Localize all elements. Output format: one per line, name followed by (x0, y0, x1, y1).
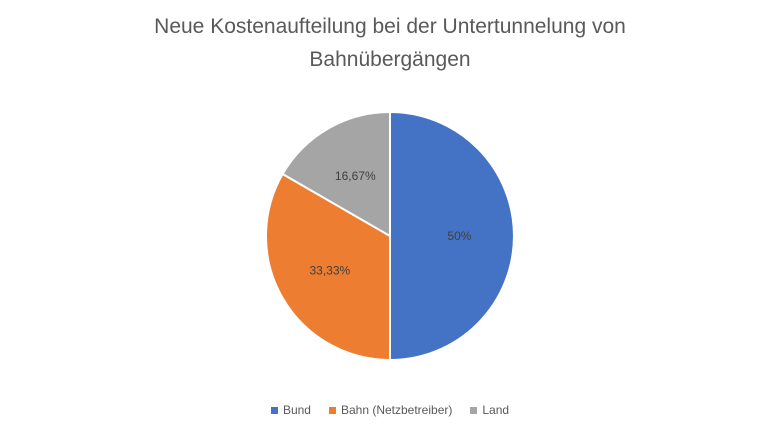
pie-slice-land (281, 110, 391, 238)
legend-swatch-bahn (328, 406, 336, 414)
legend-label-land: Land (482, 403, 510, 417)
data-label-land: 16,67% (335, 169, 376, 183)
legend-swatch-land (470, 406, 478, 414)
pie-slice-bahn (265, 172, 391, 362)
legend-item-land: Land (470, 403, 509, 417)
chart-title: Neue Kostenaufteilung bei der Untertunne… (0, 10, 780, 76)
legend-item-bund: Bund (270, 403, 311, 417)
legend-item-bahn: Bahn (Netzbetreiber) (328, 403, 453, 417)
chart-title-line2: Bahnübergängen (309, 48, 471, 71)
legend-swatch-bund (270, 406, 278, 414)
data-label-bund: 50% (447, 229, 471, 243)
legend-label-bund: Bund (282, 403, 311, 417)
legend-label-bahn: Bahn (Netzbetreiber) (340, 403, 453, 417)
pie-slice-bund (389, 110, 515, 362)
data-label-bahn: 33,33% (310, 264, 351, 278)
chart-title-line1: Neue Kostenaufteilung bei der Untertunne… (154, 15, 626, 38)
legend: Bund Bahn (Netzbetreiber) Land (0, 403, 780, 417)
